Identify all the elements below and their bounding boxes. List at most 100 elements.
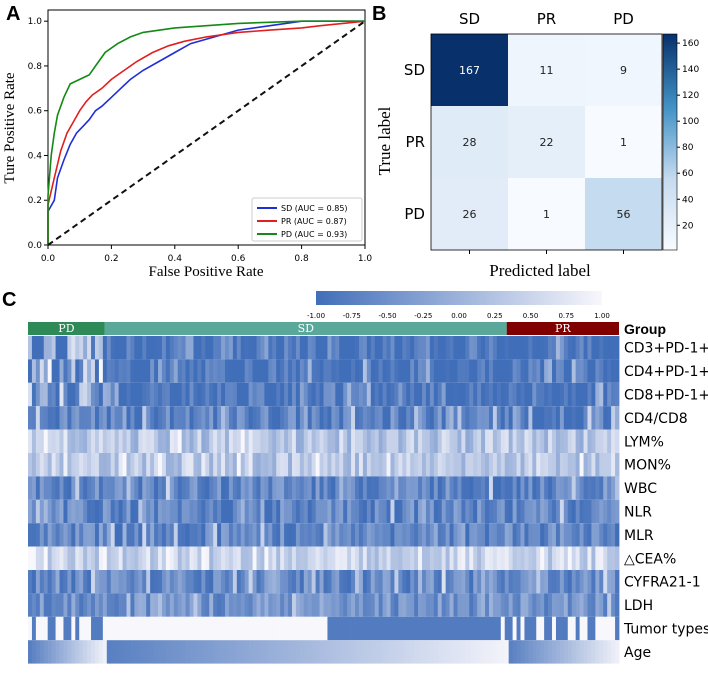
hm-cell xyxy=(469,406,474,430)
hm-cell xyxy=(410,359,415,383)
hm-cell xyxy=(437,382,443,407)
hm-cell xyxy=(138,453,143,477)
hm-cell xyxy=(130,546,135,570)
hm-cell xyxy=(481,382,486,407)
hm-cell xyxy=(272,406,277,430)
hm-cell xyxy=(481,453,486,477)
hm-cell xyxy=(284,359,289,383)
hm-cell xyxy=(268,593,273,617)
hm-cell xyxy=(406,429,411,453)
hm-cell xyxy=(599,476,604,500)
hm-cell xyxy=(43,640,49,664)
hm-group-label: PD xyxy=(58,322,74,335)
hm-cell xyxy=(520,429,525,453)
hm-cell xyxy=(583,593,588,617)
hm-cell xyxy=(165,523,171,547)
hm-cell xyxy=(390,429,395,453)
hm-cell xyxy=(94,546,100,570)
hm-cell xyxy=(402,406,407,430)
hm-cell xyxy=(615,476,620,500)
hm-cell xyxy=(110,523,116,547)
hm-cell xyxy=(563,499,569,524)
hm-cell xyxy=(98,523,104,547)
hm-cell xyxy=(500,616,506,641)
hm-cell xyxy=(319,336,324,360)
hm-cell xyxy=(485,406,490,430)
hm-cell xyxy=(362,406,368,430)
hm-cell xyxy=(47,640,53,664)
hm-cell xyxy=(276,616,281,641)
hm-cell xyxy=(394,453,399,477)
hm-cell xyxy=(599,640,604,664)
hm-cell xyxy=(418,382,423,407)
hm-cell xyxy=(280,499,285,524)
hm-cell xyxy=(445,359,450,383)
hm-cell xyxy=(473,546,478,570)
hm-cell xyxy=(280,546,285,570)
hm-cell xyxy=(63,523,68,547)
hm-cell xyxy=(351,546,356,570)
hm-cell xyxy=(327,570,332,594)
hm-cell xyxy=(213,499,218,524)
hm-cell xyxy=(575,523,580,547)
hm-cell xyxy=(370,476,376,500)
hm-cell xyxy=(422,453,427,477)
hm-cell xyxy=(516,359,521,383)
cm-col-label: PR xyxy=(537,10,556,28)
hm-cell xyxy=(122,406,127,430)
hm-cell xyxy=(433,499,439,524)
hm-cell xyxy=(465,382,470,407)
hm-cell xyxy=(232,382,238,407)
hm-cell xyxy=(611,593,616,617)
hm-cell xyxy=(433,406,439,430)
hm-cell xyxy=(347,570,352,594)
hm-cell xyxy=(91,616,96,641)
hm-cell xyxy=(492,616,498,641)
hm-cell xyxy=(425,523,431,547)
hm-cell xyxy=(138,570,143,594)
hm-cell xyxy=(181,640,186,664)
hm-colorbar-label: 0.25 xyxy=(487,312,503,320)
hm-cell xyxy=(599,570,604,594)
hm-cell xyxy=(508,546,514,570)
hm-cell xyxy=(583,336,588,360)
hm-cell xyxy=(508,593,514,617)
hm-cell xyxy=(567,429,573,453)
hm-cell xyxy=(110,336,116,360)
hm-cell xyxy=(185,476,190,500)
hm-cell xyxy=(319,523,324,547)
hm-cell xyxy=(461,523,466,547)
hm-cell xyxy=(98,593,104,617)
hm-cell xyxy=(181,429,186,453)
hm-cell xyxy=(473,523,478,547)
hm-cell xyxy=(453,336,458,360)
hm-cell xyxy=(284,616,289,641)
hm-cell xyxy=(355,593,360,617)
hm-cell xyxy=(477,406,482,430)
hm-cell xyxy=(579,429,584,453)
hm-cell xyxy=(248,593,253,617)
hm-cell xyxy=(378,570,383,594)
hm-row-label: CD8+PD-1+ xyxy=(624,388,708,404)
hm-row-label: CYFRA21-1 xyxy=(624,575,701,591)
hm-cell xyxy=(276,570,281,594)
hm-cell xyxy=(142,406,147,430)
hm-cell xyxy=(347,453,352,477)
hm-cell xyxy=(548,382,553,407)
hm-cell xyxy=(134,406,139,430)
hm-cell xyxy=(449,336,454,360)
hm-cell xyxy=(264,616,269,641)
hm-cell xyxy=(276,406,281,430)
hm-cell xyxy=(130,593,135,617)
hm-cell xyxy=(158,616,163,641)
hm-cell xyxy=(221,546,226,570)
hm-cell xyxy=(508,453,514,477)
hm-cell xyxy=(272,382,277,407)
hm-cell xyxy=(169,616,175,641)
hm-cell xyxy=(288,476,293,500)
hm-cell xyxy=(366,429,372,453)
cm-colorbar-label: 100 xyxy=(682,117,699,127)
hm-cell xyxy=(94,616,100,641)
hm-cell xyxy=(548,336,553,360)
hm-cell xyxy=(571,336,577,360)
